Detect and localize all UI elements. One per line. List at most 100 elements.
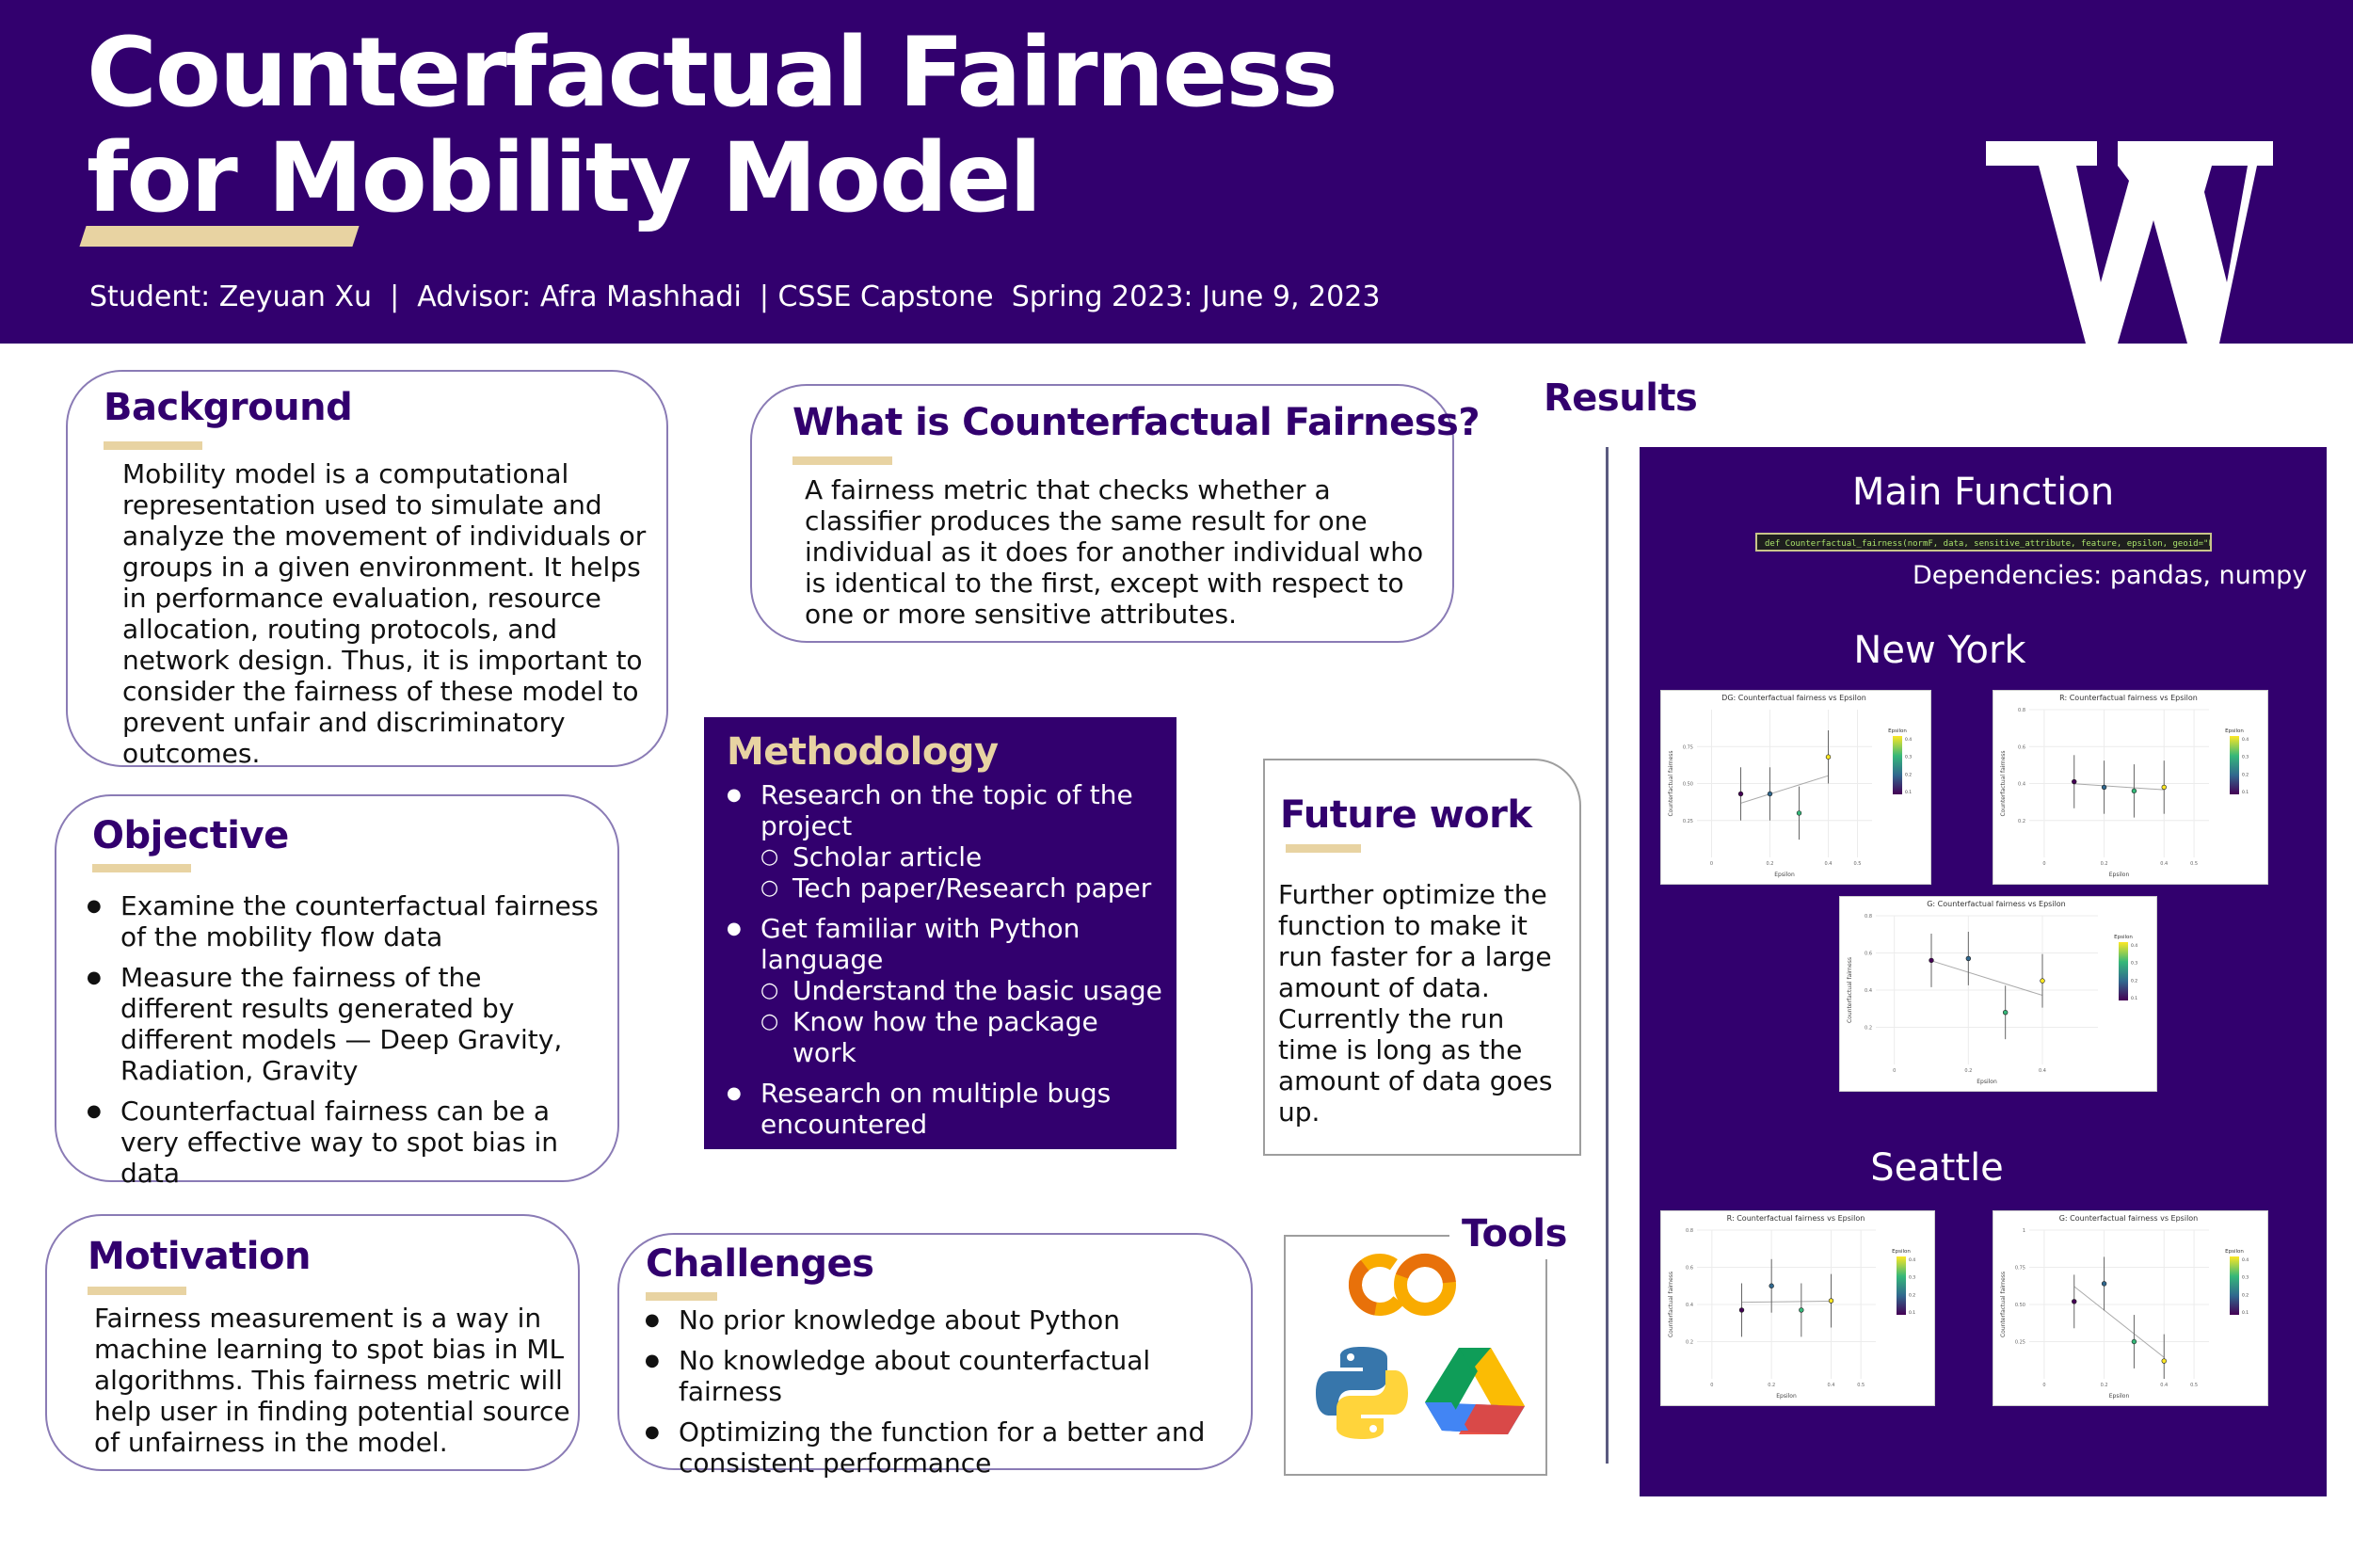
y-axis-label: Counterfactual fairness	[1668, 750, 1674, 816]
y-tick-label: 0.25	[1683, 819, 1693, 824]
legend-tick-label: 0.3	[2242, 1275, 2249, 1281]
data-point	[2131, 1338, 2137, 1345]
challenges-list: No prior knowledge about Python No knowl…	[645, 1304, 1238, 1488]
chart-ny-g: G: Counterfactual fairness vs Epsilon 0.2…	[1839, 896, 2157, 1092]
chart-title: R: Counterfactual fairness vs Epsilon	[2059, 694, 2198, 702]
legend-tick-label: 0.1	[1909, 1310, 1915, 1316]
colab-icon	[1346, 1247, 1459, 1322]
background-underline	[104, 441, 202, 450]
data-point	[2072, 1299, 2077, 1304]
y-tick-label: 0.50	[1683, 782, 1693, 788]
seattle-title: Seattle	[1870, 1146, 2004, 1190]
chart-title: R: Counterfactual fairness vs Epsilon	[1727, 1214, 1865, 1223]
legend-tick-label: 0.2	[1905, 772, 1912, 777]
legend-tick-label: 0.2	[2242, 772, 2249, 777]
list-item: Research on the topic of the project Sch…	[727, 779, 1169, 904]
challenges-underline	[646, 1292, 717, 1301]
chart-title: G: Counterfactual fairness vs Epsilon	[1927, 900, 2066, 908]
legend-tick-label: 0.2	[1909, 1292, 1915, 1298]
y-axis-label: Counterfactual fairness	[1847, 957, 1853, 1023]
title-line-1: Counterfactual Fairness	[87, 17, 1338, 129]
future-work-underline	[1286, 844, 1361, 853]
data-point	[1769, 1283, 1774, 1288]
tools-panel	[1284, 1235, 1547, 1476]
list-item: Counterfactual fairness can be a very ef…	[87, 1096, 600, 1189]
y-tick-label: 1	[2023, 1228, 2025, 1234]
legend-tick-label: 0.1	[2131, 996, 2137, 1001]
y-tick-label: 0.4	[1865, 988, 1872, 994]
chart-ny-r: R: Counterfactual fairness vs Epsilon 0.2…	[1993, 690, 2268, 885]
tools-heading: Tools	[1462, 1212, 1567, 1256]
chart-svg: G: Counterfactual fairness vs Epsilon 0.2…	[1847, 900, 2137, 1085]
data-point	[1767, 791, 1773, 797]
data-point	[2161, 1358, 2167, 1364]
x-tick-label: 0.4	[1825, 861, 1833, 867]
data-point	[1825, 754, 1832, 760]
methodology-heading: Methodology	[727, 730, 999, 774]
data-point	[1929, 957, 1934, 964]
x-tick-label: 0.2	[2101, 1383, 2108, 1388]
x-tick-label: 0.4	[2160, 1383, 2168, 1388]
list-item: Examine the counterfactual fairness of t…	[87, 890, 600, 952]
colorbar	[2230, 736, 2239, 794]
legend-tick-label: 0.3	[2131, 961, 2137, 967]
y-tick-label: 0.6	[1865, 952, 1872, 957]
future-work-heading: Future work	[1280, 793, 1532, 837]
background-heading: Background	[104, 386, 353, 429]
x-tick-label: 0.2	[1768, 1383, 1775, 1388]
x-axis-label: Epsilon	[1774, 872, 1795, 878]
list-item: Get familiar with Python language Unders…	[727, 913, 1169, 1068]
tools-heading-backdrop	[1449, 1214, 1553, 1259]
sub-list-item: Understand the basic usage	[760, 975, 1169, 1006]
x-tick-label: 0.5	[2190, 861, 2198, 867]
legend-title: Epsilon	[2225, 1249, 2244, 1255]
legend-title: Epsilon	[2225, 728, 2244, 734]
legend-tick-label: 0.2	[2131, 978, 2137, 984]
sub-list-item: Scholar article	[760, 841, 1169, 872]
data-point	[1737, 791, 1744, 797]
data-point	[2040, 978, 2045, 984]
y-tick-label: 0.4	[2018, 782, 2025, 788]
code-snippet: def Counterfactual_fairness(normF, data,…	[1755, 533, 2212, 552]
legend-tick-label: 0.1	[2242, 790, 2249, 795]
x-tick-label: 0.2	[2101, 861, 2108, 867]
data-point	[1796, 810, 1802, 816]
title-underline	[79, 226, 360, 247]
legend-tick-label: 0.4	[2242, 1257, 2249, 1263]
legend-tick-label: 0.4	[1905, 737, 1912, 743]
data-point	[2101, 1281, 2107, 1287]
data-point	[1799, 1307, 1804, 1313]
list-item: Optimizing the function for a better and…	[645, 1416, 1238, 1479]
x-tick-label: 0.4	[2160, 861, 2168, 867]
sub-list-item: Tech paper/Research paper	[760, 872, 1169, 904]
y-tick-label: 0.8	[1686, 1228, 1693, 1234]
chart-sea-g: G: Counterfactual fairness vs Epsilon 0.2…	[1993, 1210, 2268, 1406]
legend-tick-label: 0.3	[2242, 755, 2249, 760]
y-tick-label: 0.8	[1865, 914, 1872, 920]
data-point	[1965, 955, 1972, 962]
methodology-item-2: Get familiar with Python language	[760, 913, 1080, 975]
x-axis-label: Epsilon	[1776, 1393, 1797, 1400]
data-point	[2131, 788, 2137, 794]
header-banner: Counterfactual Fairness for Mobility Mod…	[0, 0, 2353, 344]
y-tick-label: 0.4	[1686, 1303, 1693, 1308]
what-is-underline	[792, 456, 892, 465]
data-point	[2101, 784, 2107, 791]
list-item: No prior knowledge about Python	[645, 1304, 1238, 1336]
x-tick-label: 0.5	[1857, 1383, 1865, 1388]
dependencies-text: Dependencies: pandas, numpy	[1913, 561, 2308, 590]
google-drive-icon	[1423, 1344, 1527, 1438]
trend-line	[1741, 1300, 1832, 1304]
future-work-panel	[1263, 759, 1581, 1156]
legend-tick-label: 0.4	[2242, 737, 2249, 743]
x-tick-label: 0.4	[2039, 1068, 2046, 1074]
chart-svg: R: Counterfactual fairness vs Epsilon 0.2…	[1668, 1214, 1915, 1400]
trend-line	[2073, 1286, 2165, 1358]
challenges-heading: Challenges	[646, 1242, 874, 1286]
trend-line	[1740, 775, 1829, 804]
colorbar	[1893, 736, 1902, 794]
x-tick-label: 0	[2042, 861, 2045, 867]
y-axis-label: Counterfactual fairness	[1668, 1272, 1674, 1337]
background-panel	[66, 370, 668, 767]
author-line: Student: Zeyuan Xu | Advisor: Afra Mashh…	[89, 280, 1381, 313]
